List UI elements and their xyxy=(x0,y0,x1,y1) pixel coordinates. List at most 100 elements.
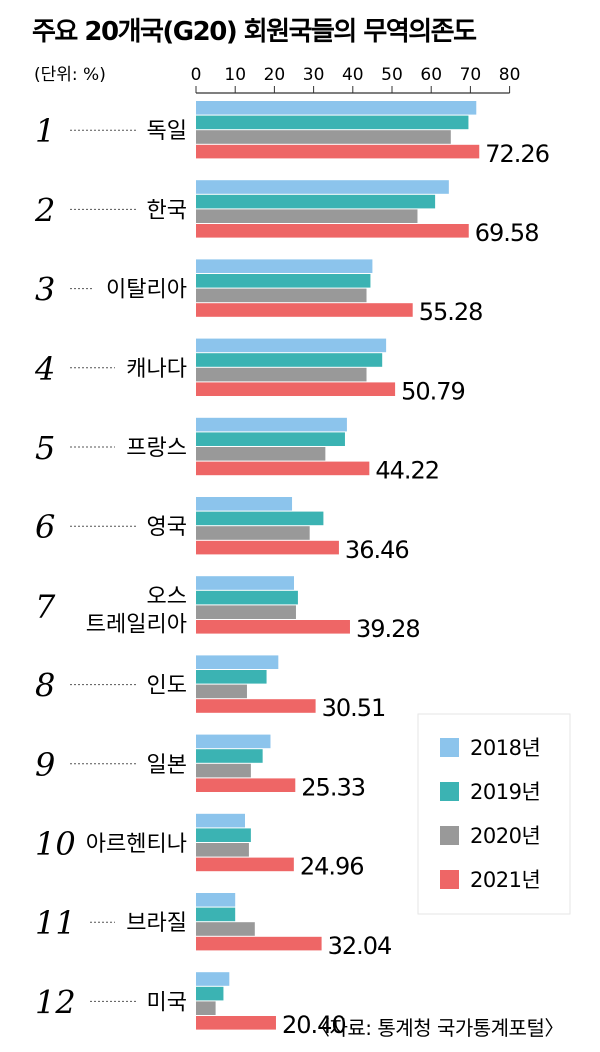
country-row: 4 캐나다 50.79 xyxy=(34,338,466,405)
bar-2 xyxy=(196,749,263,763)
bar-1 xyxy=(196,417,347,432)
x-tick-label: 70 xyxy=(460,65,482,85)
bar-1 xyxy=(196,576,294,590)
country-label: 캐나다 xyxy=(126,357,187,382)
bar-4 xyxy=(196,540,339,555)
bar-4 xyxy=(196,1016,276,1030)
bar-2 xyxy=(196,353,383,367)
legend-swatch xyxy=(440,826,459,845)
unit-label: (단위: %) xyxy=(34,65,106,85)
bar-3 xyxy=(196,130,451,144)
bar-4 xyxy=(196,857,294,872)
bar-2 xyxy=(196,590,298,605)
country-label: 영국 xyxy=(147,515,187,540)
rank-number: 5 xyxy=(35,429,55,467)
rank-number: 12 xyxy=(35,983,76,1021)
bar-4 xyxy=(196,303,413,317)
x-tick-label: 60 xyxy=(420,65,442,85)
country-row: 12 미국 20.40 xyxy=(35,972,347,1039)
value-label: 30.51 xyxy=(322,694,386,722)
country-label: 오스 트레일리아 xyxy=(86,584,187,637)
rank-number: 2 xyxy=(34,191,55,229)
bar-2 xyxy=(196,115,469,130)
bar-4 xyxy=(196,778,296,792)
value-label: 55.28 xyxy=(419,298,483,326)
rank-number: 9 xyxy=(35,746,55,784)
rank-number: 7 xyxy=(35,587,56,625)
country-label-line: 오스 xyxy=(147,584,187,609)
bar-3 xyxy=(196,367,367,382)
value-label: 72.26 xyxy=(485,140,549,168)
bar-4 xyxy=(196,224,469,238)
bar-1 xyxy=(196,497,293,511)
bar-3 xyxy=(196,209,418,223)
bar-1 xyxy=(196,180,449,194)
bar-4 xyxy=(196,699,316,713)
bar-1 xyxy=(196,972,230,986)
country-row: 11 브라질 32.04 xyxy=(35,893,392,960)
rank-number: 11 xyxy=(35,904,76,942)
country-label: 한국 xyxy=(147,198,187,223)
x-tick-label: 20 xyxy=(264,65,286,85)
value-label: 24.96 xyxy=(300,853,364,881)
country-label: 이탈리아 xyxy=(106,278,187,303)
value-label: 25.33 xyxy=(301,773,365,801)
bar-1 xyxy=(196,259,373,273)
country-row: 10 아르헨티나 24.96 xyxy=(35,813,365,881)
bar-3 xyxy=(196,288,367,303)
x-tick-label: 50 xyxy=(381,65,403,85)
rank-number: 4 xyxy=(34,350,55,388)
x-tick-label: 80 xyxy=(499,65,521,85)
country-label: 인도 xyxy=(147,674,187,699)
legend-swatch xyxy=(440,870,459,889)
bar-4 xyxy=(196,382,396,396)
country-label: 브라질 xyxy=(126,911,187,936)
rank-number: 1 xyxy=(35,112,55,150)
country-row: 7 오스 트레일리아 39.28 xyxy=(35,576,421,643)
bar-3 xyxy=(196,684,247,699)
bar-2 xyxy=(196,511,324,526)
bar-3 xyxy=(196,447,326,461)
bar-3 xyxy=(196,763,251,778)
x-tick-label: 10 xyxy=(224,65,246,85)
legend-label: 2018년 xyxy=(470,736,540,760)
x-tick-label: 40 xyxy=(342,65,364,85)
country-row: 1 독일 72.26 xyxy=(35,101,550,168)
bar-2 xyxy=(196,194,436,209)
bar-2 xyxy=(196,432,345,446)
bar-4 xyxy=(196,620,350,634)
x-tick-label: 30 xyxy=(303,65,325,85)
rank-number: 6 xyxy=(35,508,55,546)
x-tick-label: 0 xyxy=(191,65,202,85)
bar-1 xyxy=(196,101,477,115)
bar-1 xyxy=(196,338,387,353)
bar-4 xyxy=(196,936,322,951)
country-row: 9 일본 25.33 xyxy=(35,734,366,801)
country-label: 일본 xyxy=(147,753,187,778)
bar-4 xyxy=(196,461,370,476)
country-row: 6 영국 36.46 xyxy=(35,497,410,564)
value-label: 50.79 xyxy=(401,377,465,405)
bar-1 xyxy=(196,734,271,749)
country-label: 프랑스 xyxy=(126,436,187,461)
legend-label: 2021년 xyxy=(470,868,540,892)
value-label: 36.46 xyxy=(345,536,409,564)
country-row: 8 인도 30.51 xyxy=(35,655,386,722)
value-label: 32.04 xyxy=(328,932,392,960)
rank-number: 3 xyxy=(35,271,55,309)
bar-1 xyxy=(196,813,245,828)
bar-1 xyxy=(196,893,236,907)
country-row: 2 한국 69.58 xyxy=(34,180,539,247)
value-label: 39.28 xyxy=(356,615,420,643)
bar-3 xyxy=(196,605,296,619)
legend-swatch xyxy=(440,738,459,757)
bar-2 xyxy=(196,828,251,842)
bar-3 xyxy=(196,843,249,857)
country-row: 3 이탈리아 55.28 xyxy=(35,259,483,326)
bar-2 xyxy=(196,274,371,288)
legend-swatch xyxy=(440,782,459,801)
country-label: 독일 xyxy=(147,119,187,144)
chart-rows: 1 독일 72.26 2 한국 69.58 3 이탈리아 55.28 4 캐나다 50.79 5 프랑스 4… xyxy=(34,101,550,1039)
legend-label: 2019년 xyxy=(470,780,540,804)
